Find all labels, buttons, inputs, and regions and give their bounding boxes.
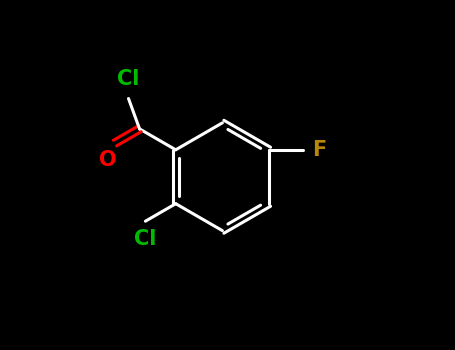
Text: Cl: Cl — [134, 229, 157, 249]
Text: O: O — [100, 150, 117, 170]
Text: Cl: Cl — [117, 69, 140, 89]
Text: F: F — [312, 140, 326, 160]
